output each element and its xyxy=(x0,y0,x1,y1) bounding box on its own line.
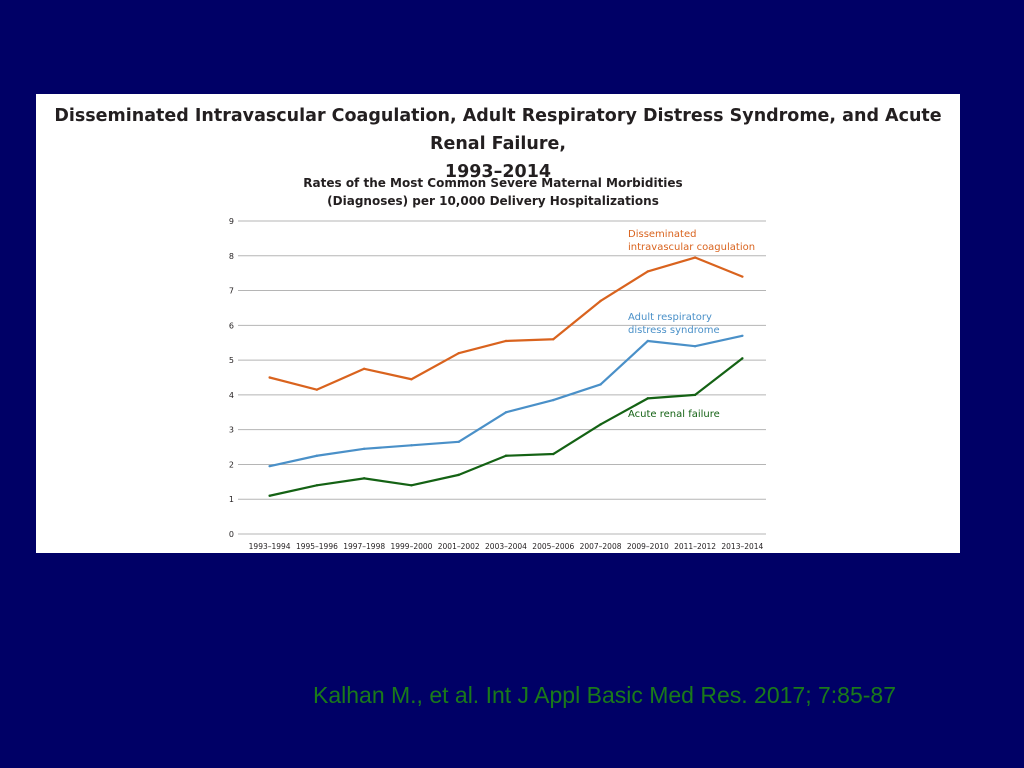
series-point xyxy=(552,452,555,456)
series-point xyxy=(552,338,555,341)
series-point xyxy=(693,256,697,259)
figure-title: Disseminated Intravascular Coagulation, … xyxy=(36,102,960,186)
x-tick-label: 2013–2014 xyxy=(721,542,763,551)
series-point xyxy=(504,339,508,343)
figure-title-line1: Disseminated Intravascular Coagulation, … xyxy=(54,106,942,154)
x-tick-label: 2007–2008 xyxy=(580,542,622,551)
series-line xyxy=(269,334,743,468)
series-point xyxy=(315,388,319,391)
series-point xyxy=(741,334,744,337)
y-tick-label: 7 xyxy=(229,287,234,296)
y-tick-label: 8 xyxy=(229,252,234,261)
series-point xyxy=(315,454,319,457)
series-line xyxy=(269,256,743,391)
series-point xyxy=(504,411,508,414)
series-point xyxy=(315,484,319,487)
series-point xyxy=(504,454,508,457)
series-point xyxy=(599,383,602,386)
series-label: Acute renal failure xyxy=(628,409,720,420)
y-tick-label: 3 xyxy=(229,426,234,435)
series-point xyxy=(410,484,413,487)
y-tick-label: 9 xyxy=(229,217,234,226)
chart-title: Rates of the Most Common Severe Maternal… xyxy=(303,176,682,190)
x-tick-label: 1997–1998 xyxy=(343,542,385,551)
series-point xyxy=(362,477,366,480)
series-point xyxy=(268,494,271,497)
x-tick-label: 1993–1994 xyxy=(249,542,291,551)
x-tick-label: 2003–2004 xyxy=(485,542,527,551)
x-tick-label: 1995–1996 xyxy=(296,542,338,551)
series-point xyxy=(646,397,650,400)
series-point xyxy=(268,464,271,468)
series-point xyxy=(362,447,366,450)
figure-title-line2: 1993–2014 xyxy=(444,162,552,182)
series-point xyxy=(552,398,555,402)
series-label: distress syndrome xyxy=(628,325,720,336)
x-tick-label: 2009–2010 xyxy=(627,542,669,551)
y-tick-label: 4 xyxy=(229,391,234,400)
figure-panel: Disseminated Intravascular Coagulation, … xyxy=(36,94,960,553)
x-tick-label: 2011–2012 xyxy=(674,542,716,551)
series-point xyxy=(457,473,460,477)
series-point xyxy=(741,275,744,278)
y-tick-label: 2 xyxy=(229,460,234,469)
y-tick-label: 5 xyxy=(229,356,234,365)
y-tick-label: 6 xyxy=(229,321,234,330)
series-point xyxy=(599,423,602,426)
series-label: Adult respiratory xyxy=(628,312,712,323)
series-point xyxy=(741,357,744,360)
x-tick-label: 2001–2002 xyxy=(438,542,480,551)
series-point xyxy=(457,440,460,444)
series-point xyxy=(693,393,697,397)
series-label: intravascular coagulation xyxy=(628,242,755,253)
line-chart: Rates of the Most Common Severe Maternal… xyxy=(229,176,766,551)
series-point xyxy=(693,345,697,348)
series-point xyxy=(410,378,413,381)
series-point xyxy=(457,351,460,355)
series-point xyxy=(410,444,413,447)
chart-subtitle: (Diagnoses) per 10,000 Delivery Hospital… xyxy=(327,194,659,208)
y-tick-label: 1 xyxy=(229,495,234,504)
series-point xyxy=(362,367,366,371)
series-point xyxy=(646,339,650,343)
series-point xyxy=(646,270,650,273)
series-label: Disseminated xyxy=(628,229,696,240)
x-tick-label: 2005–2006 xyxy=(532,542,574,551)
x-tick-label: 1999–2000 xyxy=(390,542,432,551)
y-tick-label: 0 xyxy=(229,530,234,539)
series-point xyxy=(599,299,602,303)
series-point xyxy=(268,376,271,379)
citation-text: Kalhan M., et al. Int J Appl Basic Med R… xyxy=(313,682,896,708)
